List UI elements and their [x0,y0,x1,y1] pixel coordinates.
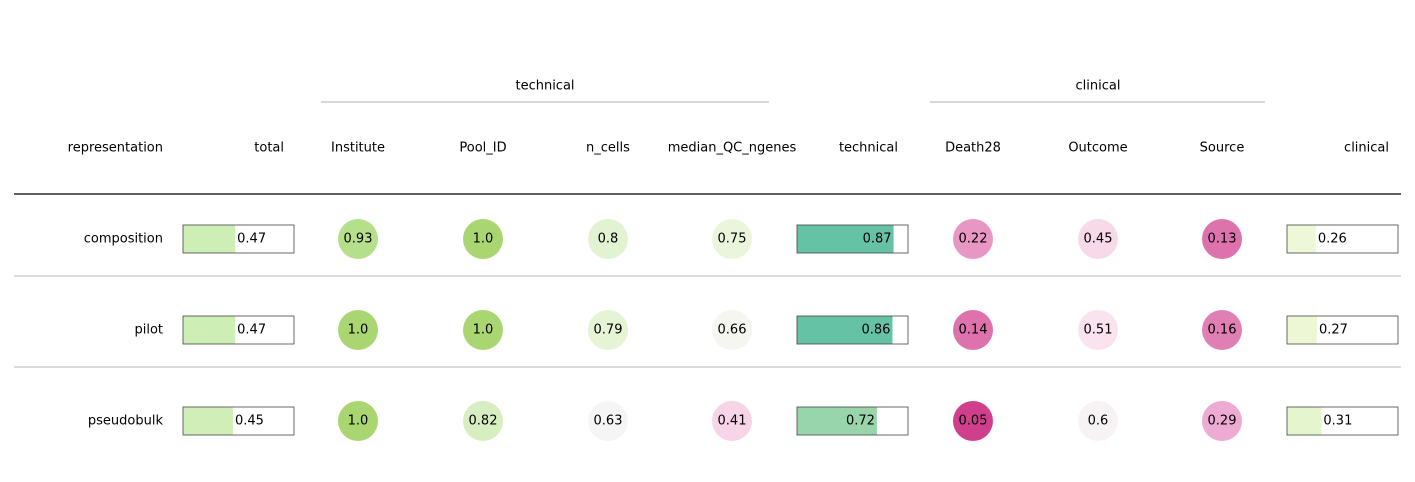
value-label: 1.0 [473,323,494,338]
score-circle [712,219,752,259]
score-circle [463,219,503,259]
score-circle [712,310,752,350]
bar-frame [1286,224,1399,254]
column-header: Source [1200,141,1245,156]
bar [1287,225,1316,253]
score-circle [1202,310,1242,350]
value-label: 0.47 [237,323,266,338]
row-label: composition [84,232,163,247]
bar-frame [182,315,295,345]
score-circle [463,310,503,350]
bar-frame [796,406,909,436]
value-label: 0.45 [235,414,264,429]
bar [183,407,233,435]
group-header: clinical [1076,79,1121,94]
score-circle [953,401,993,441]
value-label: 0.72 [846,414,875,429]
value-label: 1.0 [473,232,494,247]
bar-frame [1286,315,1399,345]
value-label: 0.31 [1323,414,1352,429]
score-circle [1078,401,1118,441]
score-circle [463,401,503,441]
score-circle [338,401,378,441]
column-header: total [254,141,284,156]
column-header: median_QC_ngenes [668,141,797,156]
column-header: Death28 [945,141,1001,156]
value-label: 0.26 [1318,232,1347,247]
value-label: 0.14 [959,323,988,338]
value-label: 1.0 [348,323,369,338]
bar [183,316,236,344]
value-label: 0.79 [594,323,623,338]
value-label: 0.16 [1208,323,1237,338]
bar-frame [796,224,909,254]
value-label: 0.45 [1084,232,1113,247]
value-label: 0.29 [1208,414,1237,429]
score-circle [338,219,378,259]
bar-frame [796,315,909,345]
value-label: 0.66 [718,323,747,338]
score-circle [588,401,628,441]
column-header: representation [68,141,163,156]
column-header: Institute [331,141,385,156]
value-label: 0.63 [594,414,623,429]
value-label: 0.6 [1088,414,1109,429]
score-circle [1078,310,1118,350]
bar [1287,316,1317,344]
value-label: 0.82 [469,414,498,429]
score-circle [588,219,628,259]
score-circle [712,401,752,441]
bar [797,225,894,253]
score-circle [1202,219,1242,259]
value-label: 0.93 [344,232,373,247]
row-label: pseudobulk [88,414,164,429]
column-header: Outcome [1068,141,1127,156]
value-label: 0.05 [959,414,988,429]
value-label: 0.86 [862,323,891,338]
value-label: 0.87 [863,232,892,247]
value-label: 0.41 [718,414,747,429]
column-header: Pool_ID [459,141,506,156]
score-circle [953,219,993,259]
score-circle [1078,219,1118,259]
bar [1287,407,1322,435]
score-circle [953,310,993,350]
value-label: 0.51 [1084,323,1113,338]
value-label: 0.75 [718,232,747,247]
value-label: 0.22 [959,232,988,247]
score-circle [338,310,378,350]
value-label: 0.47 [237,232,266,247]
score-circle [1202,401,1242,441]
column-header: n_cells [586,141,630,156]
value-label: 0.8 [598,232,619,247]
bar-frame [182,224,295,254]
bar-frame [1286,406,1399,436]
bar-frame [182,406,295,436]
column-header: clinical [1344,141,1389,156]
value-label: 0.13 [1208,232,1237,247]
bar [797,316,893,344]
group-header: technical [515,79,574,94]
bar [183,225,236,253]
column-header: technical [839,141,898,156]
row-label: pilot [134,323,163,338]
bar [797,407,877,435]
value-label: 0.27 [1319,323,1348,338]
score-circle [588,310,628,350]
value-label: 1.0 [348,414,369,429]
